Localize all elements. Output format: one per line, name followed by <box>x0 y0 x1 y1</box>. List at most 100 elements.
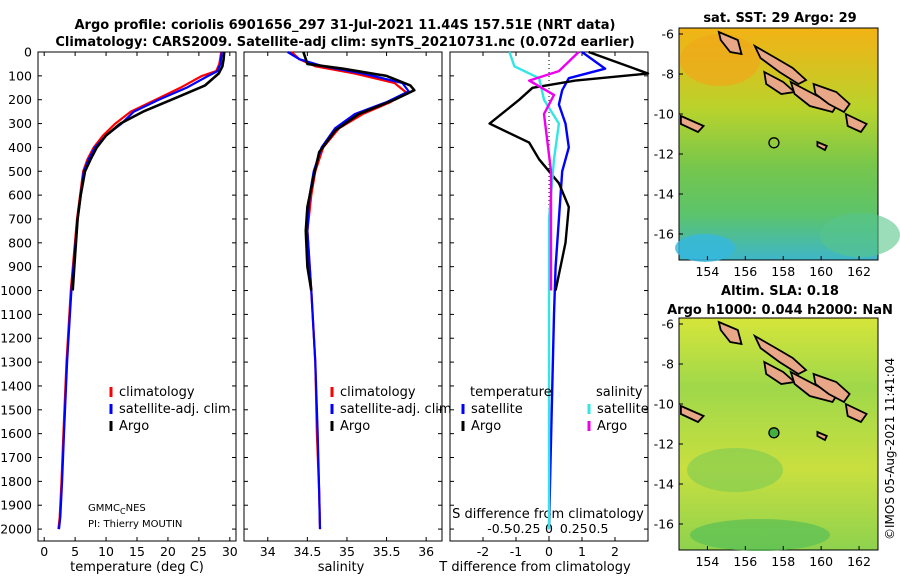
salinity-xlabel: salinity <box>318 560 365 575</box>
temperature-panel <box>37 51 237 542</box>
difference-xtick-label: 1 <box>578 544 586 559</box>
temperature-xtick-label: 15 <box>129 544 145 559</box>
temperature-line-argo <box>71 51 226 291</box>
salinity-panel <box>243 51 443 542</box>
sst-map-island <box>680 114 706 134</box>
sla-map-ytick-label: -16 <box>654 517 674 532</box>
sla-map-ytick-label: -10 <box>654 397 674 412</box>
sst-map-island <box>763 70 797 95</box>
depth-tick-label: 500 <box>8 164 32 179</box>
sla-map-ytick-label: -12 <box>654 437 674 452</box>
sla-map-panel: Altim. SLA: 0.18 Argo h1000: 0.044 h2000… <box>667 284 893 551</box>
depth-tick-label: 1100 <box>0 307 32 322</box>
sla-map-xtick-label: 156 <box>733 554 757 569</box>
difference-legend-temperature-label: satellite <box>471 402 523 417</box>
sst-warm-patch <box>680 34 760 86</box>
sst-map-xtick-label: 162 <box>847 264 871 279</box>
difference-line-t-argo <box>488 50 650 291</box>
salinity-legend-label: satellite-adj. clim <box>340 402 452 417</box>
difference-legend-salinity-label: Argo <box>597 419 627 434</box>
salinity-xtick-label: 34.5 <box>293 544 321 559</box>
temperature-legend-label: Argo <box>119 419 149 434</box>
difference-line-t-satellite <box>547 51 607 530</box>
difference-xtick-label: 0 <box>545 544 553 559</box>
sst-map-xtick-label: 158 <box>771 264 795 279</box>
sst-map-island <box>812 82 851 114</box>
temperature-legend-label: climatology <box>119 385 195 400</box>
salinity-xtick-label: 35.5 <box>373 544 401 559</box>
sla-map-island <box>752 333 808 376</box>
sla-map-island <box>844 402 868 424</box>
depth-tick-label: 1400 <box>0 378 32 393</box>
temperature-xtick-label: 30 <box>222 544 238 559</box>
difference-xtick-label: -1 <box>510 544 522 559</box>
sst-map-island <box>789 80 838 114</box>
salinity-xtick-label: 35 <box>339 544 355 559</box>
sla-map-island <box>680 404 706 424</box>
salinity-xtick-label: 36 <box>418 544 434 559</box>
sla-map-island <box>816 430 829 442</box>
sst-map-ytick-label: -14 <box>654 187 674 202</box>
depth-tick-label: 1800 <box>0 474 32 489</box>
depth-tick-label: 800 <box>8 235 32 250</box>
title-line-2: Climatology: CARS2009. Satellite-adj cli… <box>55 35 634 50</box>
sla-map-island <box>812 372 851 404</box>
temperature-xtick-label: 10 <box>98 544 114 559</box>
sst-cool-patch <box>820 213 900 257</box>
sst-map-title: sat. SST: 29 Argo: 29 <box>703 11 856 26</box>
temperature-xtick-label: 25 <box>191 544 207 559</box>
depth-tick-label: 1600 <box>0 426 32 441</box>
difference-line-s-satellite <box>508 51 561 530</box>
depth-tick-label: 1300 <box>0 355 32 370</box>
temperature-line-satellite-adj-clim <box>57 51 223 530</box>
difference-x2tick-label: 0.5 <box>589 521 609 536</box>
sst-cold-patch <box>675 234 735 262</box>
sst-map-ytick-label: -10 <box>654 107 674 122</box>
sla-map-float-marker <box>768 427 780 439</box>
depth-tick-label: 700 <box>8 211 32 226</box>
depth-tick-label: 200 <box>8 92 32 107</box>
sst-map-xtick-label: 154 <box>695 264 719 279</box>
salinity-xtick-label: 34 <box>260 544 276 559</box>
depth-tick-label: 1000 <box>0 283 32 298</box>
difference-x2tick-label: -0.25 <box>508 521 540 536</box>
sla-map-xtick-label: 162 <box>847 554 871 569</box>
sla-map-xtick-label: 160 <box>809 554 833 569</box>
sst-map-ytick-label: -6 <box>662 27 675 42</box>
temperature-xlabel: temperature (deg C) <box>70 560 204 575</box>
sla-map-ytick-label: -6 <box>662 317 675 332</box>
difference-xtick-label: 2 <box>611 544 619 559</box>
difference-xtick-label: -2 <box>477 544 489 559</box>
sst-map-xtick-label: 160 <box>809 264 833 279</box>
sla-map-title-2: Argo h1000: 0.044 h2000: NaN <box>667 303 893 318</box>
sla-map-title-1: Altim. SLA: 0.18 <box>721 284 839 299</box>
depth-tick-label: 400 <box>8 140 32 155</box>
sla-map-island <box>763 360 797 385</box>
depth-tick-label: 2000 <box>0 522 32 537</box>
difference-line-s-argo <box>528 51 580 291</box>
difference-legend-temperature-title: temperature <box>470 385 552 400</box>
sst-map-island <box>816 140 829 152</box>
salinity-line-argo <box>302 51 416 291</box>
depth-tick-label: 0 <box>24 45 32 60</box>
sla-map-ytick-label: -8 <box>662 357 675 372</box>
difference-x2tick-label: -0.5 <box>487 521 511 536</box>
temperature-xtick-label: 0 <box>40 544 48 559</box>
depth-tick-label: 1200 <box>0 331 32 346</box>
sla-map-xtick-label: 158 <box>771 554 795 569</box>
sla-map-xtick-label: 154 <box>695 554 719 569</box>
depth-tick-label: 1500 <box>0 402 32 417</box>
credit-line-2: PI: Thierry MOUTIN <box>88 519 182 530</box>
depth-tick-label: 900 <box>8 259 32 274</box>
sst-map-ytick-label: -16 <box>654 227 674 242</box>
imos-watermark: ©IMOS 05-Aug-2021 11:41:04 <box>883 358 897 540</box>
sst-map-island <box>717 30 743 56</box>
depth-tick-label: 300 <box>8 116 32 131</box>
sst-map-ytick-label: -12 <box>654 147 674 162</box>
sla-low-patch <box>687 448 783 492</box>
difference-legend-salinity-title: salinity <box>596 385 643 400</box>
temperature-axes-frame <box>37 51 237 542</box>
sst-map-ytick-label: -8 <box>662 67 675 82</box>
salinity-legend-label: Argo <box>340 419 370 434</box>
